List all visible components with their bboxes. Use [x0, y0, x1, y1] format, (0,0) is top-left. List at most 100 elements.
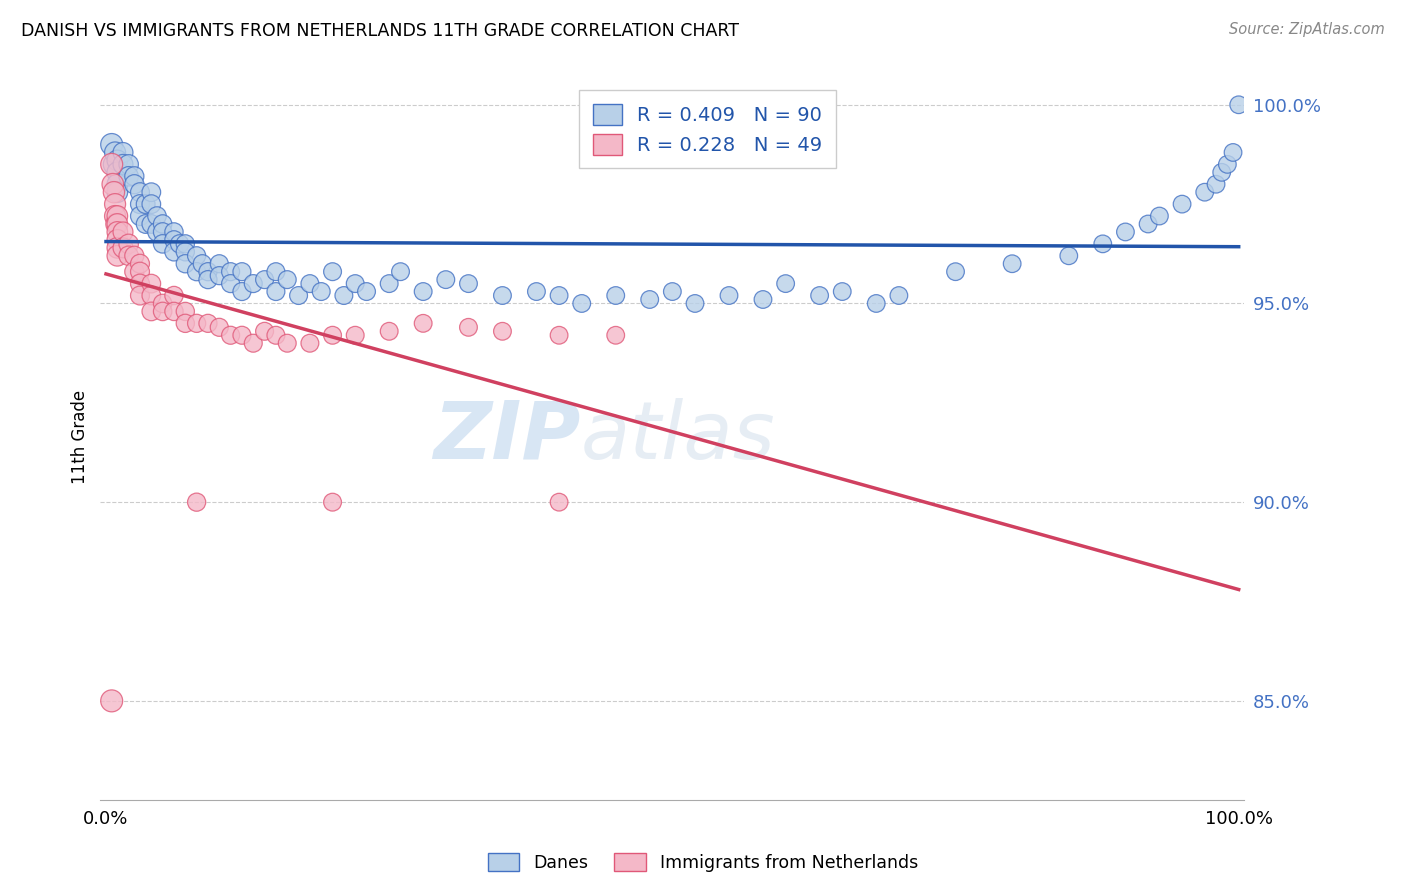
Point	[100, 137, 122, 152]
Point	[1001, 257, 1024, 271]
Point	[808, 288, 831, 302]
Point	[548, 288, 571, 302]
Point	[163, 244, 186, 259]
Point	[231, 265, 253, 279]
Y-axis label: 11th Grade: 11th Grade	[72, 390, 89, 483]
Point	[219, 328, 242, 343]
Point	[169, 236, 191, 251]
Point	[276, 336, 298, 351]
Point	[141, 185, 163, 199]
Point	[298, 277, 321, 291]
Point	[945, 265, 967, 279]
Point	[1137, 217, 1160, 231]
Point	[111, 225, 134, 239]
Point	[105, 165, 128, 179]
Point	[105, 217, 128, 231]
Point	[264, 328, 287, 343]
Point	[174, 257, 197, 271]
Point	[105, 185, 128, 199]
Point	[1222, 145, 1244, 160]
Point	[605, 288, 627, 302]
Point	[378, 324, 401, 338]
Point	[276, 272, 298, 286]
Point	[752, 293, 775, 307]
Point	[264, 285, 287, 299]
Point	[1171, 197, 1194, 211]
Point	[344, 328, 367, 343]
Point	[103, 185, 125, 199]
Point	[865, 296, 887, 310]
Point	[219, 277, 242, 291]
Point	[1194, 185, 1216, 199]
Point	[152, 304, 174, 318]
Point	[135, 217, 157, 231]
Text: DANISH VS IMMIGRANTS FROM NETHERLANDS 11TH GRADE CORRELATION CHART: DANISH VS IMMIGRANTS FROM NETHERLANDS 11…	[21, 22, 740, 40]
Point	[129, 197, 152, 211]
Point	[186, 495, 208, 509]
Point	[571, 296, 593, 310]
Point	[298, 336, 321, 351]
Point	[1227, 97, 1250, 112]
Point	[163, 288, 186, 302]
Point	[111, 145, 134, 160]
Point	[186, 316, 208, 330]
Point	[186, 265, 208, 279]
Point	[412, 285, 434, 299]
Point	[124, 249, 146, 263]
Point	[1114, 225, 1136, 239]
Point	[1091, 236, 1114, 251]
Point	[105, 217, 128, 231]
Point	[146, 209, 169, 223]
Point	[111, 157, 134, 171]
Point	[163, 304, 186, 318]
Point	[105, 153, 128, 168]
Point	[141, 304, 163, 318]
Point	[287, 288, 309, 302]
Point	[152, 217, 174, 231]
Text: Source: ZipAtlas.com: Source: ZipAtlas.com	[1229, 22, 1385, 37]
Point	[135, 197, 157, 211]
Text: ZIP: ZIP	[433, 398, 581, 475]
Legend: R = 0.409   N = 90, R = 0.228   N = 49: R = 0.409 N = 90, R = 0.228 N = 49	[579, 90, 837, 169]
Point	[174, 244, 197, 259]
Point	[457, 320, 479, 334]
Point	[124, 265, 146, 279]
Point	[322, 495, 344, 509]
Point	[1216, 157, 1239, 171]
Point	[104, 209, 127, 223]
Point	[231, 285, 253, 299]
Point	[124, 169, 146, 184]
Point	[197, 272, 219, 286]
Point	[434, 272, 457, 286]
Point	[105, 249, 128, 263]
Point	[526, 285, 548, 299]
Point	[412, 316, 434, 330]
Point	[111, 241, 134, 255]
Point	[264, 265, 287, 279]
Point	[141, 197, 163, 211]
Point	[242, 277, 264, 291]
Point	[1149, 209, 1171, 223]
Point	[174, 316, 197, 330]
Point	[174, 236, 197, 251]
Point	[186, 249, 208, 263]
Point	[124, 178, 146, 192]
Point	[163, 233, 186, 247]
Point	[333, 288, 356, 302]
Point	[129, 185, 152, 199]
Point	[548, 495, 571, 509]
Point	[253, 324, 276, 338]
Point	[389, 265, 412, 279]
Point	[887, 288, 910, 302]
Point	[322, 328, 344, 343]
Point	[101, 178, 124, 192]
Point	[208, 320, 231, 334]
Point	[100, 157, 122, 171]
Point	[322, 265, 344, 279]
Point	[831, 285, 853, 299]
Point	[146, 225, 169, 239]
Point	[356, 285, 378, 299]
Point	[129, 209, 152, 223]
Point	[208, 268, 231, 283]
Point	[1211, 165, 1233, 179]
